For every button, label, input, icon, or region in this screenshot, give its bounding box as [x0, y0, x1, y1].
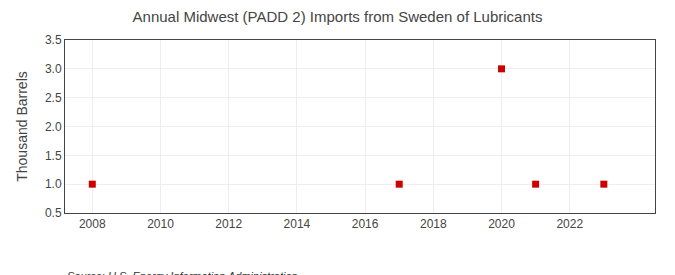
svg-text:2016: 2016 — [352, 217, 379, 231]
svg-text:Annual Midwest (PADD 2) Import: Annual Midwest (PADD 2) Imports from Swe… — [133, 8, 543, 25]
svg-text:2022: 2022 — [556, 217, 583, 231]
svg-text:2.0: 2.0 — [45, 120, 62, 134]
svg-text:1.0: 1.0 — [45, 177, 62, 191]
svg-text:2010: 2010 — [147, 217, 174, 231]
svg-text:3.0: 3.0 — [45, 62, 62, 76]
svg-text:Thousand Barrels: Thousand Barrels — [14, 71, 30, 182]
svg-text:2018: 2018 — [420, 217, 447, 231]
svg-text:2012: 2012 — [215, 217, 242, 231]
svg-text:2.5: 2.5 — [45, 91, 62, 105]
svg-text:1.5: 1.5 — [45, 149, 62, 163]
svg-text:0.5: 0.5 — [45, 206, 62, 220]
svg-text:2008: 2008 — [79, 217, 106, 231]
svg-text:2020: 2020 — [488, 217, 515, 231]
svg-text:Source: U.S. Energy Informatio: Source: U.S. Energy Information Administ… — [67, 270, 298, 275]
svg-text:2014: 2014 — [284, 217, 311, 231]
svg-text:3.5: 3.5 — [45, 33, 62, 47]
